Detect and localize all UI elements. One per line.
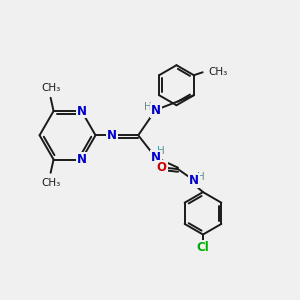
Text: H: H bbox=[197, 172, 205, 182]
Text: N: N bbox=[76, 153, 86, 166]
Text: N: N bbox=[151, 151, 161, 164]
Text: O: O bbox=[157, 161, 167, 174]
Text: CH₃: CH₃ bbox=[41, 82, 60, 92]
Text: N: N bbox=[151, 104, 161, 117]
Text: N: N bbox=[189, 174, 199, 188]
Text: N: N bbox=[107, 129, 117, 142]
Text: CH₃: CH₃ bbox=[208, 67, 227, 77]
Text: H: H bbox=[157, 146, 165, 157]
Text: H: H bbox=[144, 102, 152, 112]
Text: CH₃: CH₃ bbox=[41, 178, 60, 188]
Text: Cl: Cl bbox=[196, 241, 209, 254]
Text: N: N bbox=[76, 105, 86, 118]
